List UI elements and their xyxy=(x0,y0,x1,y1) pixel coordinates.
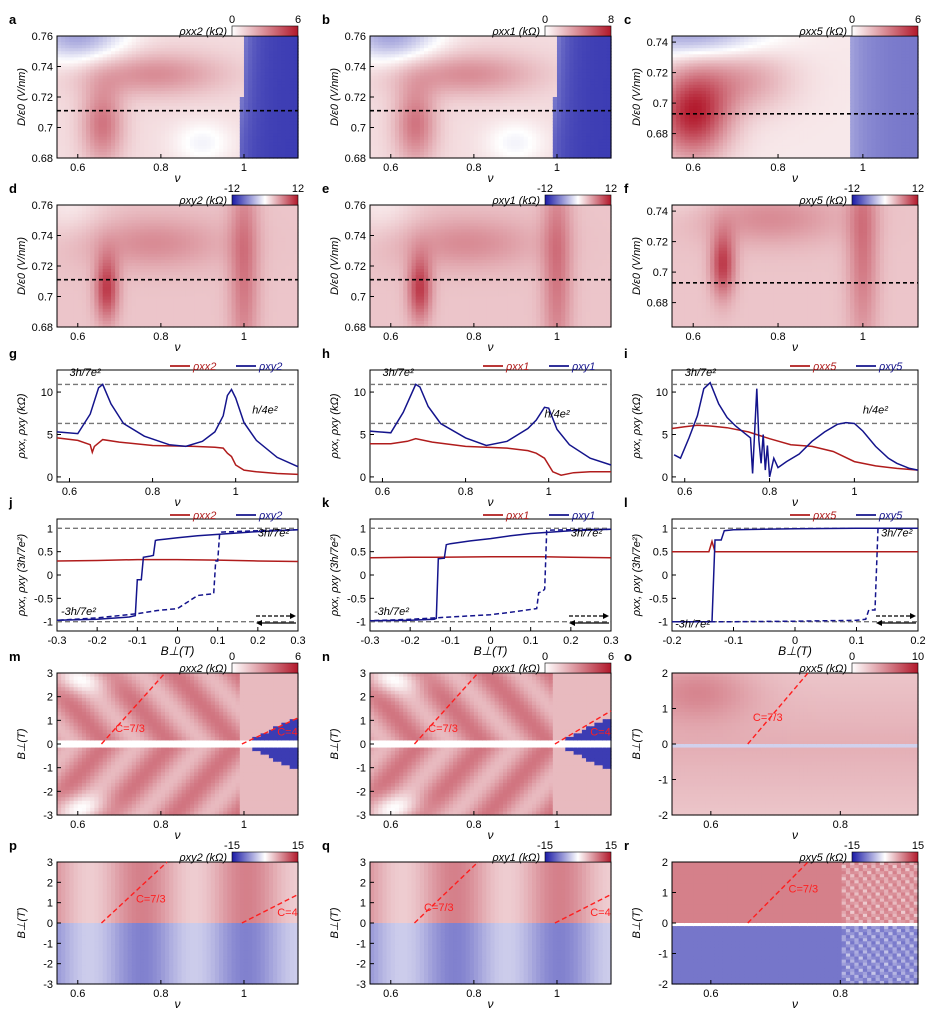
x-tick-label: 0.6 xyxy=(70,162,85,174)
colorbar xyxy=(545,26,611,36)
colorbar-min: 0 xyxy=(542,14,548,26)
y-tick-label: 0.76 xyxy=(32,31,53,43)
x-tick-label: 0.8 xyxy=(466,162,481,174)
y-tick-label: 0.68 xyxy=(345,153,366,165)
x-tick-label: 1 xyxy=(554,162,560,174)
heatmap-cells xyxy=(57,36,299,159)
y-tick-label: 0.7 xyxy=(38,123,53,135)
y-axis-label: D/ε0 (V/nm) xyxy=(329,68,341,126)
colorbar xyxy=(232,26,298,36)
x-tick-label: 0.6 xyxy=(383,162,398,174)
y-tick-label: 0.68 xyxy=(32,153,53,165)
y-tick-label: 0.7 xyxy=(351,123,366,135)
y-tick-label: 0.74 xyxy=(32,62,53,74)
y-tick-label: 0.72 xyxy=(32,92,53,104)
x-tick-label: 1 xyxy=(241,162,247,174)
heatmap-cells xyxy=(672,36,919,159)
panel-a: a 0.6 0.8 1 0.68 0.7 0.72 0.74 0.76 ν D/ε0 (V/nm) 0… xyxy=(9,12,301,185)
panel-b: b 0.6 0.8 1 0.68 0.7 0.72 0.74 0.76 ν D/ε0 (V/nm) 0… xyxy=(322,12,614,185)
heatmap-cells xyxy=(370,36,612,159)
x-tick-label: 0.8 xyxy=(153,162,168,174)
y-tick-label: 0.76 xyxy=(345,31,366,43)
colorbar-max: 6 xyxy=(295,14,301,26)
y-axis-label: D/ε0 (V/nm) xyxy=(16,68,28,126)
y-tick-label: 0.74 xyxy=(345,62,366,74)
panel-letter: b xyxy=(322,12,330,27)
x-axis-label: ν xyxy=(175,171,181,185)
panel-letter: a xyxy=(9,12,17,27)
panel-letter: c xyxy=(624,12,631,27)
colorbar-max: 8 xyxy=(608,14,614,26)
colorbar-label: ρxx2 (kΩ) xyxy=(178,26,227,38)
y-tick-label: 0.72 xyxy=(345,92,366,104)
x-axis-label: ν xyxy=(488,171,494,185)
colorbar-label: ρxx1 (kΩ) xyxy=(491,26,540,38)
colorbar-min: 0 xyxy=(229,14,235,26)
